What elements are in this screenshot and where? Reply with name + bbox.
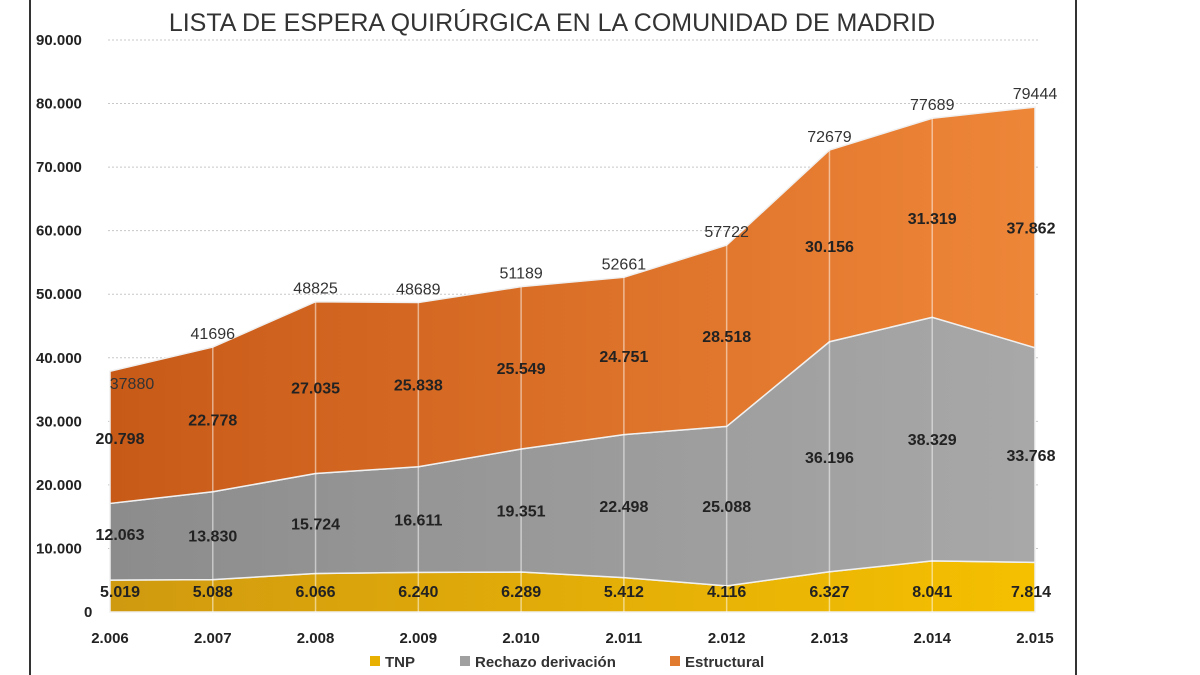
data-label: 22.778 xyxy=(188,412,237,429)
x-tick-label: 2.010 xyxy=(502,630,540,647)
data-label: 15.724 xyxy=(291,516,340,533)
total-label: 51189 xyxy=(499,266,542,283)
data-label: 25.838 xyxy=(394,378,443,395)
x-tick-label: 2.009 xyxy=(400,630,438,647)
data-label: 6.240 xyxy=(398,584,438,601)
data-label: 20.798 xyxy=(96,431,145,448)
data-label: 33.768 xyxy=(1007,448,1056,465)
data-label: 16.611 xyxy=(394,513,442,530)
data-label: 27.035 xyxy=(291,381,340,398)
total-label: 37880 xyxy=(110,376,155,393)
data-label: 31.319 xyxy=(908,211,957,228)
data-label: 5.412 xyxy=(604,584,644,601)
data-label: 38.329 xyxy=(908,432,957,449)
chart-title: LISTA DE ESPERA QUIRÚRGICA EN LA COMUNID… xyxy=(169,8,935,37)
total-label: 48689 xyxy=(396,282,441,299)
legend-swatch xyxy=(460,656,470,666)
legend-label: Rechazo derivación xyxy=(475,654,616,671)
x-tick-label: 2.013 xyxy=(811,630,849,647)
legend-label: Estructural xyxy=(685,654,764,671)
total-label: 57722 xyxy=(704,224,749,241)
data-label: 6.289 xyxy=(501,584,541,601)
total-label: 52661 xyxy=(602,256,647,273)
total-label: 41696 xyxy=(191,326,236,343)
data-label: 30.156 xyxy=(805,239,854,256)
data-label: 7.814 xyxy=(1011,584,1051,601)
x-tick-label: 2.008 xyxy=(297,630,335,647)
data-label: 25.549 xyxy=(497,361,546,378)
legend-swatch xyxy=(370,656,380,666)
x-tick-label: 2.006 xyxy=(91,630,129,647)
y-tick-label: 60.000 xyxy=(36,223,82,240)
data-label: 24.751 xyxy=(599,349,648,366)
y-tick-label: 90.000 xyxy=(36,32,82,49)
data-label: 36.196 xyxy=(805,450,854,467)
x-tick-label: 2.007 xyxy=(194,630,232,647)
data-label: 22.498 xyxy=(599,499,648,516)
x-tick-label: 2.014 xyxy=(913,630,951,647)
data-label: 6.327 xyxy=(809,584,849,601)
data-label: 12.063 xyxy=(96,527,145,544)
total-label: 72679 xyxy=(807,129,852,146)
area-estructural xyxy=(109,106,1036,505)
y-tick-label: 70.000 xyxy=(36,159,82,176)
y-tick-label: 80.000 xyxy=(36,96,82,113)
data-label: 19.351 xyxy=(497,504,546,521)
total-label: 77689 xyxy=(910,97,955,114)
y-tick-label: 20.000 xyxy=(36,477,82,494)
data-label: 5.019 xyxy=(100,584,140,601)
y-tick-label: 10.000 xyxy=(36,540,82,557)
y-tick-label: 50.000 xyxy=(36,286,82,303)
data-label: 13.830 xyxy=(188,529,237,546)
y-tick-label: 30.000 xyxy=(36,413,82,430)
x-tick-label: 2.011 xyxy=(606,630,643,647)
data-label: 8.041 xyxy=(912,584,952,601)
x-tick-label: 2.012 xyxy=(708,630,746,647)
y-tick-label: 0 xyxy=(84,604,92,621)
legend-label: TNP xyxy=(385,654,415,671)
data-label: 6.066 xyxy=(296,584,336,601)
data-label: 37.862 xyxy=(1007,220,1056,237)
data-label: 25.088 xyxy=(702,499,751,516)
data-label: 28.518 xyxy=(702,329,751,346)
x-tick-label: 2.015 xyxy=(1016,630,1054,647)
total-label: 48825 xyxy=(293,281,338,298)
legend-swatch xyxy=(670,656,680,666)
data-label: 5.088 xyxy=(193,584,233,601)
data-label: 4.116 xyxy=(707,584,746,601)
y-tick-label: 40.000 xyxy=(36,350,82,367)
total-label: 79444 xyxy=(1013,86,1058,103)
